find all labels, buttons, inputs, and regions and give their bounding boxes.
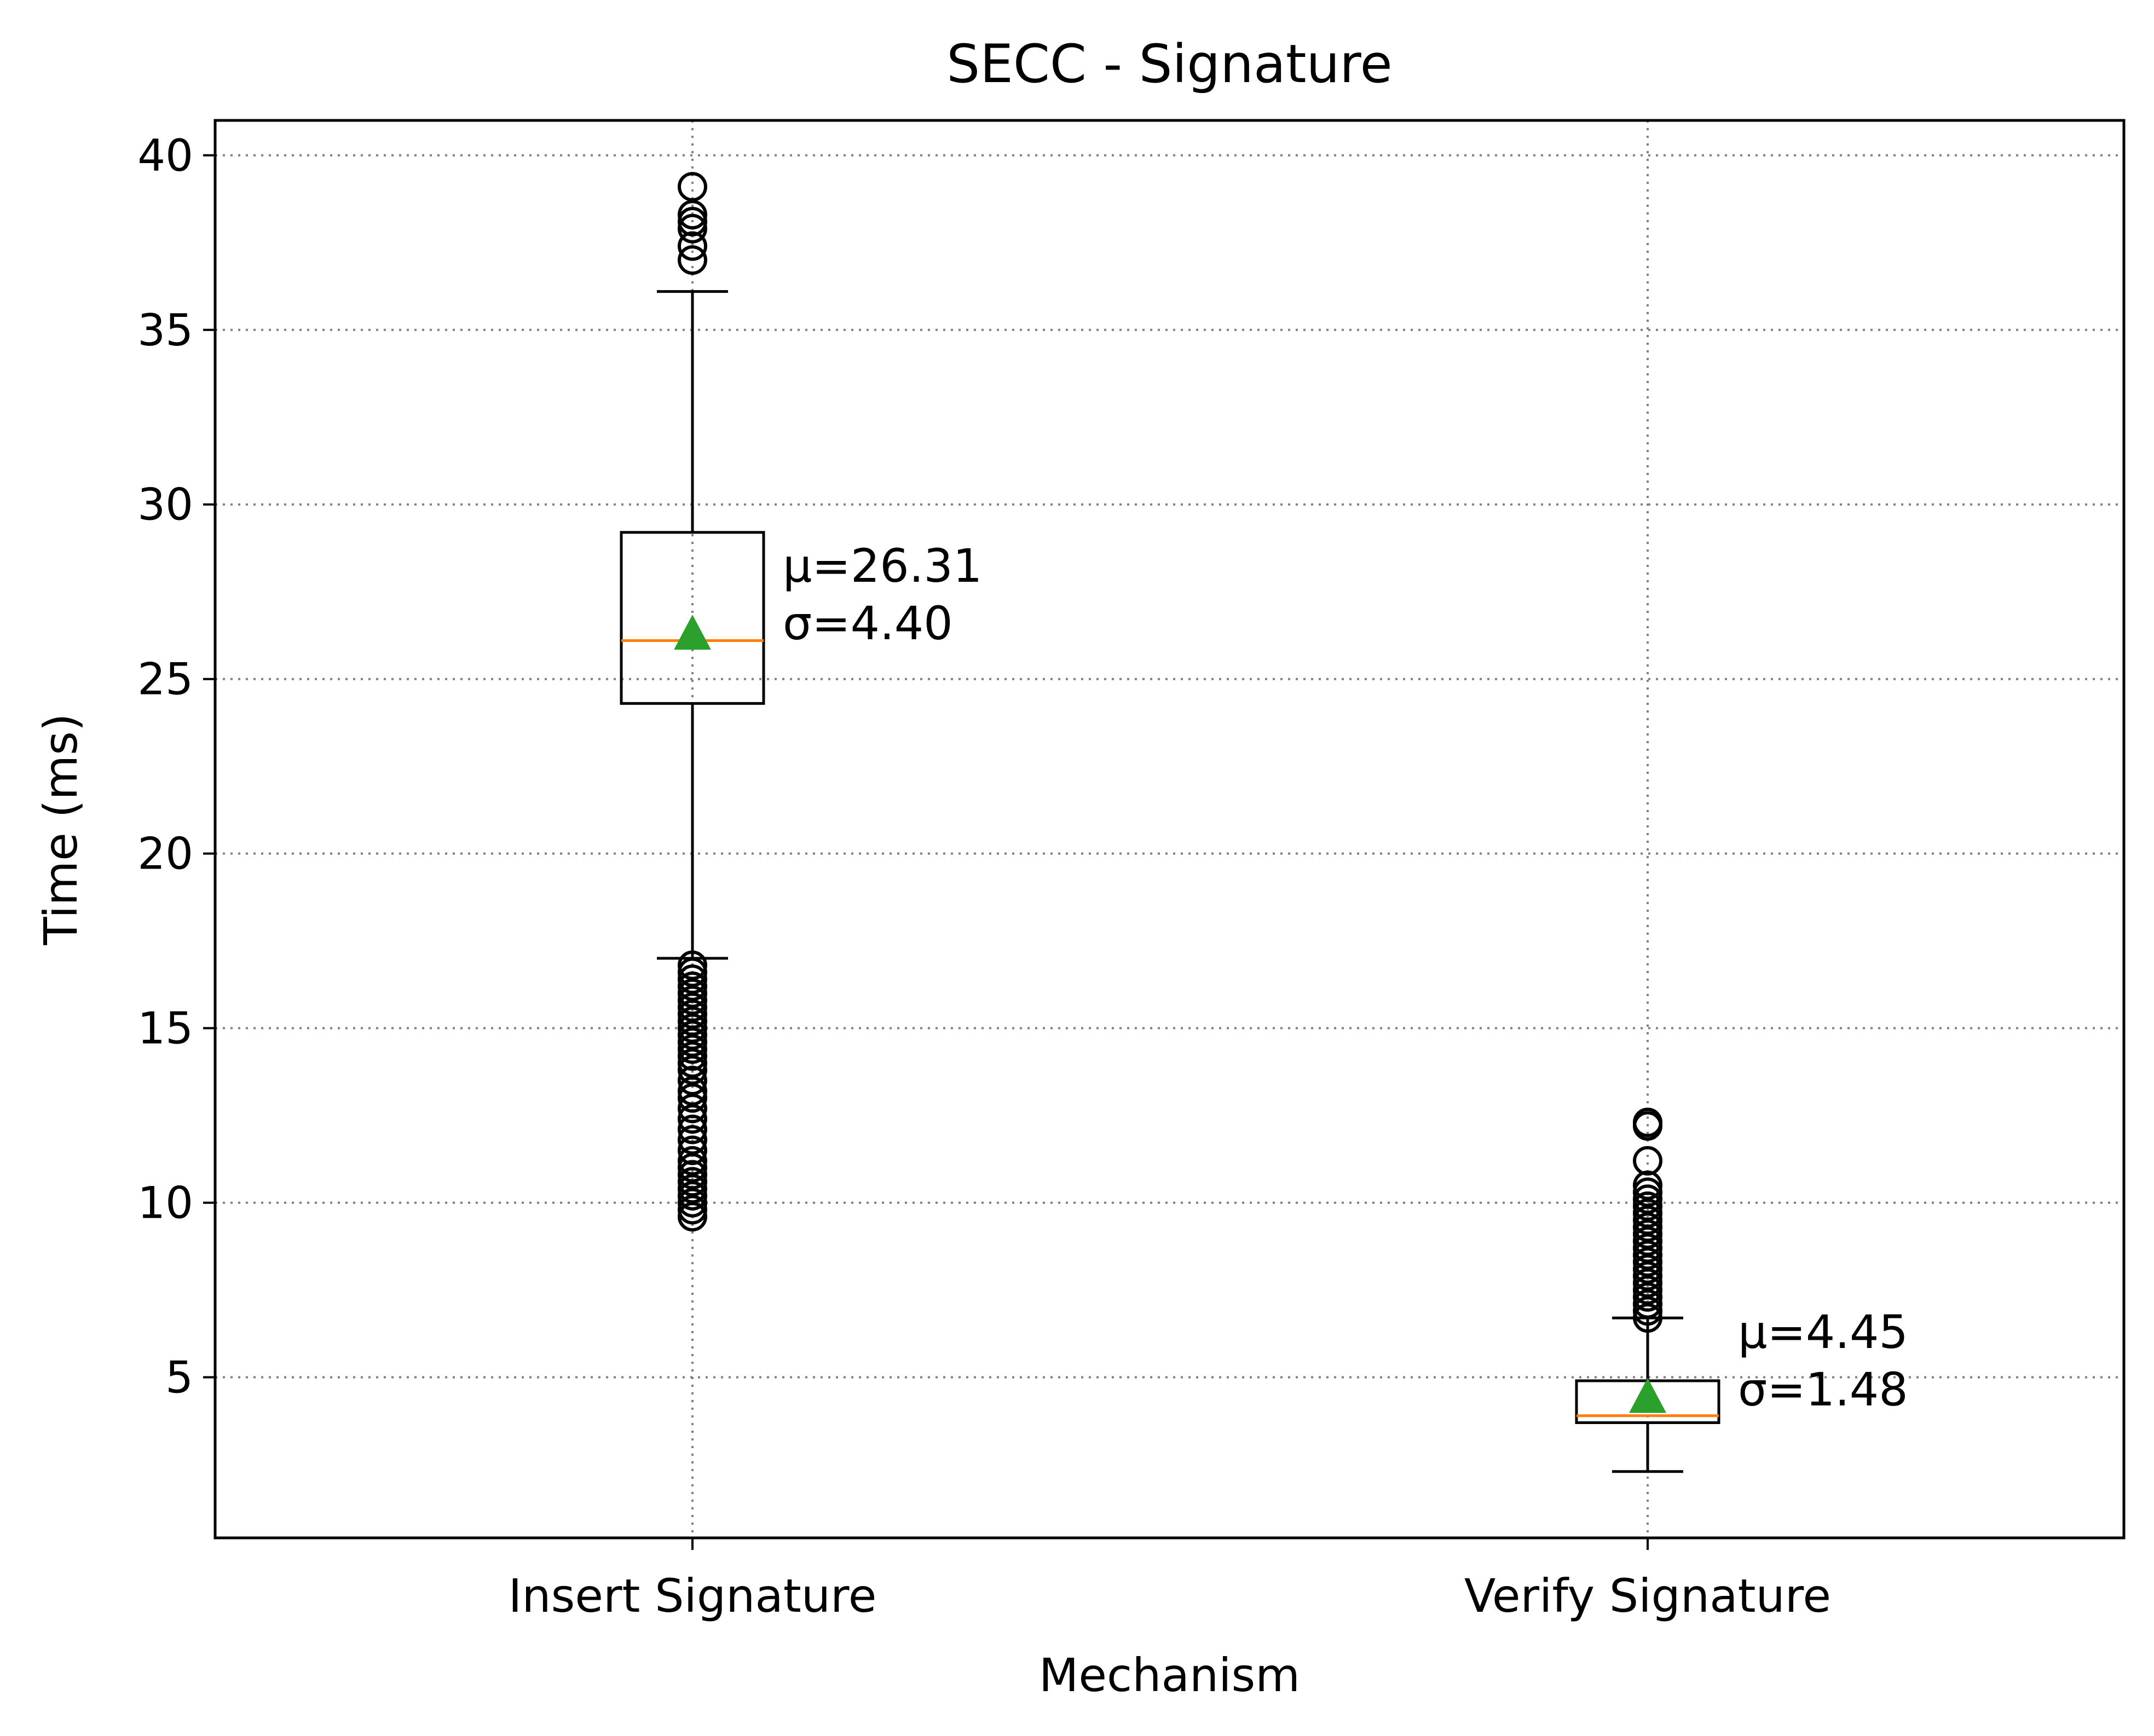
outlier-point (678, 1048, 707, 1078)
outlier-point (678, 1160, 707, 1190)
outlier-point (1633, 1233, 1662, 1263)
outlier-point (678, 1013, 707, 1043)
outlier-point (678, 1020, 707, 1050)
outlier-point (678, 1041, 707, 1071)
outlier-point (678, 1055, 707, 1085)
outlier-point (678, 213, 707, 244)
outlier-point (678, 1125, 707, 1155)
mean-marker (674, 615, 711, 650)
mean-annotation: μ=26.31 (783, 539, 982, 593)
outlier-point (1633, 1111, 1662, 1141)
outlier-point (1633, 1198, 1662, 1228)
outlier-point (1633, 1219, 1662, 1249)
outlier-point (678, 1146, 707, 1176)
outlier-point (678, 1188, 707, 1218)
outlier-point (678, 971, 707, 1002)
outlier-point (678, 207, 707, 236)
outlier-point (678, 1167, 707, 1197)
plot-frame (213, 119, 2126, 1540)
box-layer: μ=26.31σ=4.40 μ=4.45σ=1.48 (620, 172, 1908, 1473)
outlier-point (1633, 1303, 1662, 1333)
outlier-point (678, 964, 707, 994)
outlier-point (678, 1083, 707, 1113)
mean-annotation: μ=4.45 (1738, 1305, 1908, 1359)
outlier-point (1633, 1289, 1662, 1319)
y-tick-label: 15 (137, 1003, 193, 1054)
outlier-point (1633, 1191, 1662, 1221)
outlier-point (678, 1153, 707, 1183)
y-tick-label: 35 (137, 305, 193, 356)
outlier-point (678, 957, 707, 987)
x-tick-label: Verify Signature (1464, 1569, 1831, 1623)
outlier-point (1633, 1240, 1662, 1270)
outlier-point (678, 231, 707, 261)
outlier-point (1633, 1282, 1662, 1312)
outlier-point (678, 1093, 707, 1124)
outlier-point (1633, 1184, 1662, 1214)
y-tick-label: 25 (137, 654, 193, 705)
std-annotation: σ=4.40 (783, 597, 953, 650)
outlier-point (678, 245, 707, 275)
outlier-point (678, 1135, 707, 1165)
outlier-point (1633, 1247, 1662, 1277)
outlier-point (1633, 1205, 1662, 1235)
y-axis-label: Time (ms) (34, 713, 88, 945)
outlier-point (678, 172, 707, 202)
outlier-point (678, 978, 707, 1008)
x-tick-label: Insert Signature (509, 1569, 877, 1623)
box-group: μ=4.45σ=1.48 (1575, 1107, 1908, 1473)
y-tick-label: 20 (137, 829, 193, 879)
y-tick-label: 30 (137, 479, 193, 530)
outlier-point (678, 1104, 707, 1134)
outlier-point (1633, 1261, 1662, 1291)
x-axis-label: Mechanism (1039, 1648, 1300, 1702)
outlier-point (678, 1006, 707, 1036)
outlier-point (678, 1202, 707, 1232)
outlier-point (678, 992, 707, 1022)
outlier-point (678, 999, 707, 1029)
outlier-point (678, 1034, 707, 1064)
outlier-point (1633, 1170, 1662, 1200)
box-iqr (620, 531, 765, 705)
outlier-point (1633, 1212, 1662, 1242)
tick-layer: 5 10 15 20 25 30 35 40 Insert Signature Verify Si… (137, 130, 1831, 1623)
outlier-point (678, 200, 707, 230)
std-annotation: σ=1.48 (1738, 1363, 1908, 1416)
outlier-point (1633, 1296, 1662, 1326)
outlier-point (678, 1027, 707, 1057)
outlier-point (678, 1174, 707, 1204)
chart-title: SECC - Signature (946, 33, 1392, 95)
outlier-point (1633, 1268, 1662, 1298)
outlier-point (1633, 1146, 1662, 1176)
outlier-point (678, 1114, 707, 1144)
outlier-point (1633, 1177, 1662, 1207)
outlier-point (678, 1181, 707, 1211)
outlier-point (678, 985, 707, 1015)
mean-marker (1629, 1378, 1666, 1413)
box-group: μ=26.31σ=4.40 (620, 172, 982, 1232)
outlier-point (678, 950, 707, 980)
y-tick-label: 10 (137, 1178, 193, 1229)
outlier-point (1633, 1226, 1662, 1256)
y-tick-label: 5 (165, 1352, 193, 1403)
outlier-point (678, 1066, 707, 1096)
outlier-point (678, 1195, 707, 1225)
y-tick-label: 40 (137, 130, 193, 181)
outlier-point (1633, 1275, 1662, 1305)
outlier-point (678, 1076, 707, 1106)
outlier-point (1633, 1254, 1662, 1284)
